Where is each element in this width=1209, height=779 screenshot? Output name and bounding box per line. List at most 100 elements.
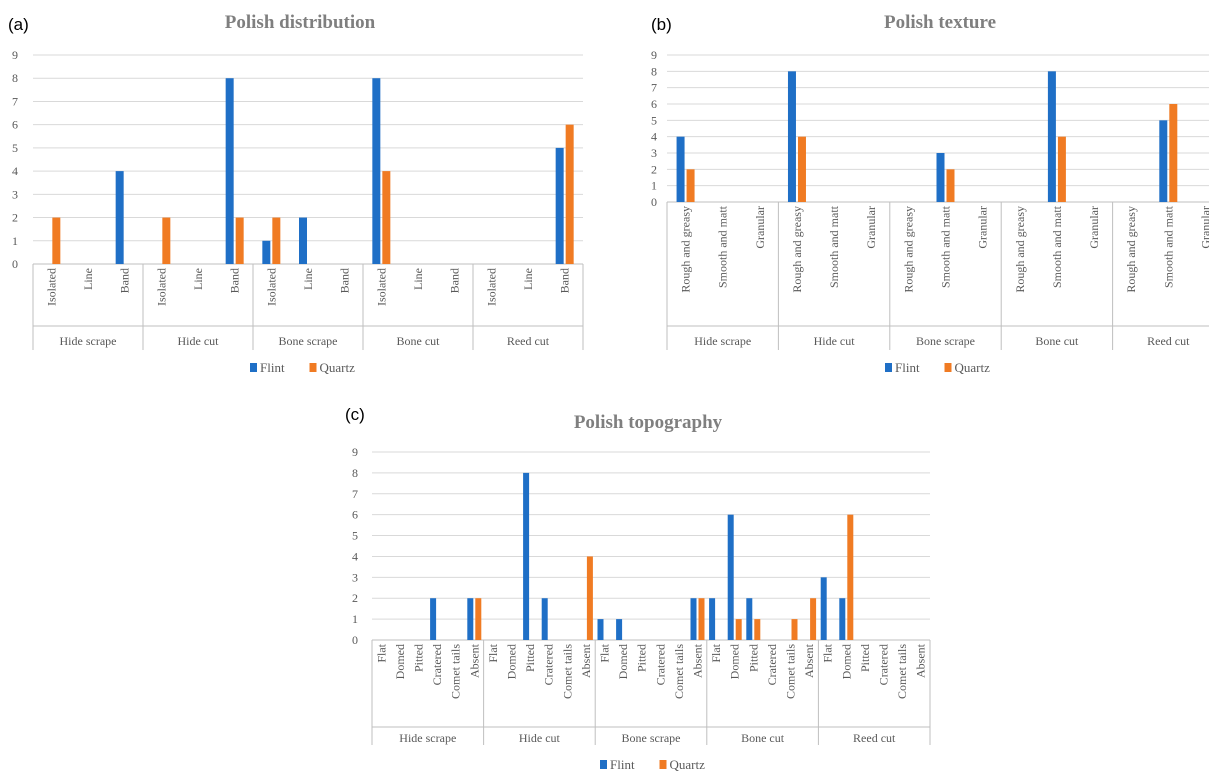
group-label: Bone scrape (622, 731, 681, 745)
y-tick-label: 3 (12, 187, 18, 201)
x-tick-label: Domed (839, 644, 853, 679)
x-tick-label: Pitted (523, 644, 537, 672)
x-tick-label: Comet tails (560, 644, 574, 699)
x-tick-label: Band (558, 268, 572, 293)
chart-c: (c) Polish topography 0 1 2 3 4 5 6 7 8 9 Hide scrap… (345, 405, 931, 772)
legend-swatch-flint (885, 363, 892, 372)
group-label: Hide scrape (399, 731, 456, 745)
legend-label-flint: Flint (895, 360, 920, 375)
x-tick-label: Band (338, 268, 352, 293)
x-tick-label: Comet tails (449, 644, 463, 699)
x-tick-label: Granular (753, 206, 767, 249)
x-tick-label: Pitted (746, 644, 760, 672)
bar-quartz (1169, 104, 1178, 202)
y-tick-label: 1 (651, 179, 657, 193)
y-tick-label: 8 (651, 64, 657, 78)
legend-swatch-quartz (659, 760, 667, 769)
bar-flint (597, 619, 604, 640)
group-label: Reed cut (853, 731, 896, 745)
bar-flint (262, 240, 271, 264)
group-label: Bone cut (397, 334, 441, 348)
bar-flint (467, 598, 474, 640)
group-label: Bone scrape (916, 334, 975, 348)
x-tick-label: Cratered (430, 644, 444, 685)
x-tick-label: Absent (467, 643, 481, 678)
x-tick-label: Rough and greasy (1124, 206, 1138, 293)
bar-flint (787, 71, 796, 202)
y-tick-label: 1 (352, 612, 358, 626)
y-tick-label: 8 (352, 466, 358, 480)
x-tick-label: Line (411, 268, 425, 290)
bar-quartz (162, 217, 171, 264)
y-tick-label: 7 (651, 81, 657, 95)
x-tick-label: Absent (802, 643, 816, 678)
legend-label-quartz: Quartz (670, 757, 706, 772)
x-tick-label: Granular (1087, 206, 1101, 249)
bar-quartz (946, 169, 955, 202)
chart-title: Polish distribution (225, 12, 376, 33)
bar-flint (523, 472, 530, 640)
chart-title: Polish topography (574, 412, 723, 433)
y-tick-label: 5 (352, 529, 358, 543)
legend-swatch-quartz (944, 363, 952, 372)
y-tick-label: 7 (12, 94, 18, 108)
y-tick-label: 1 (12, 234, 18, 248)
legend-label-quartz: Quartz (955, 360, 991, 375)
x-tick-label: Isolated (374, 268, 388, 306)
group-label: Reed cut (507, 334, 550, 348)
x-tick-label: Flat (374, 643, 388, 662)
bar-flint (616, 619, 623, 640)
y-tick-label: 9 (651, 48, 657, 62)
bar-flint (839, 598, 846, 640)
bar-quartz (698, 598, 705, 640)
x-tick-label: Flat (598, 643, 612, 662)
bar-quartz (235, 217, 244, 264)
bar-flint (820, 577, 827, 640)
y-tick-label: 4 (352, 549, 358, 563)
x-tick-label: Comet tails (895, 644, 909, 699)
x-tick-label: Band (448, 268, 462, 293)
x-tick-label: Domed (505, 644, 519, 679)
x-tick-label: Pitted (858, 644, 872, 672)
group-label: Bone cut (741, 731, 785, 745)
bar-flint (936, 153, 945, 202)
x-tick-label: Pitted (412, 644, 426, 672)
bar-flint (1047, 71, 1056, 202)
panel-label: (c) (345, 405, 365, 424)
x-tick-label: Cratered (877, 644, 891, 685)
group-label: Hide cut (178, 334, 220, 348)
group-label: Bone scrape (279, 334, 338, 348)
bar-quartz (586, 556, 593, 640)
x-tick-label: Granular (976, 206, 990, 249)
x-tick-label: Line (301, 268, 315, 290)
y-tick-label: 2 (12, 211, 18, 225)
panel-label: (a) (8, 15, 29, 34)
y-tick-label: 2 (352, 591, 358, 605)
bar-quartz (754, 619, 761, 640)
x-tick-label: Flat (709, 643, 723, 662)
bar-quartz (686, 169, 695, 202)
x-tick-label: Pitted (635, 644, 649, 672)
bar-quartz (1057, 136, 1066, 202)
y-tick-label: 7 (352, 487, 358, 501)
bar-quartz (810, 598, 817, 640)
y-tick-label: 9 (352, 445, 358, 459)
group-label: Hide scrape (694, 334, 751, 348)
legend-label-flint: Flint (260, 360, 285, 375)
x-tick-label: Line (81, 268, 95, 290)
x-tick-label: Rough and greasy (1013, 206, 1027, 293)
bar-flint (709, 598, 716, 640)
x-tick-label: Isolated (484, 268, 498, 306)
y-tick-label: 5 (12, 141, 18, 155)
x-tick-label: Band (118, 268, 132, 293)
x-tick-label: Cratered (653, 644, 667, 685)
bar-quartz (382, 171, 391, 264)
bar-flint (541, 598, 548, 640)
x-tick-label: Absent (579, 643, 593, 678)
x-tick-label: Cratered (765, 644, 779, 685)
group-label: Hide cut (519, 731, 561, 745)
x-tick-label: Isolated (44, 268, 58, 306)
y-tick-label: 9 (12, 48, 18, 62)
bar-flint (727, 514, 734, 640)
